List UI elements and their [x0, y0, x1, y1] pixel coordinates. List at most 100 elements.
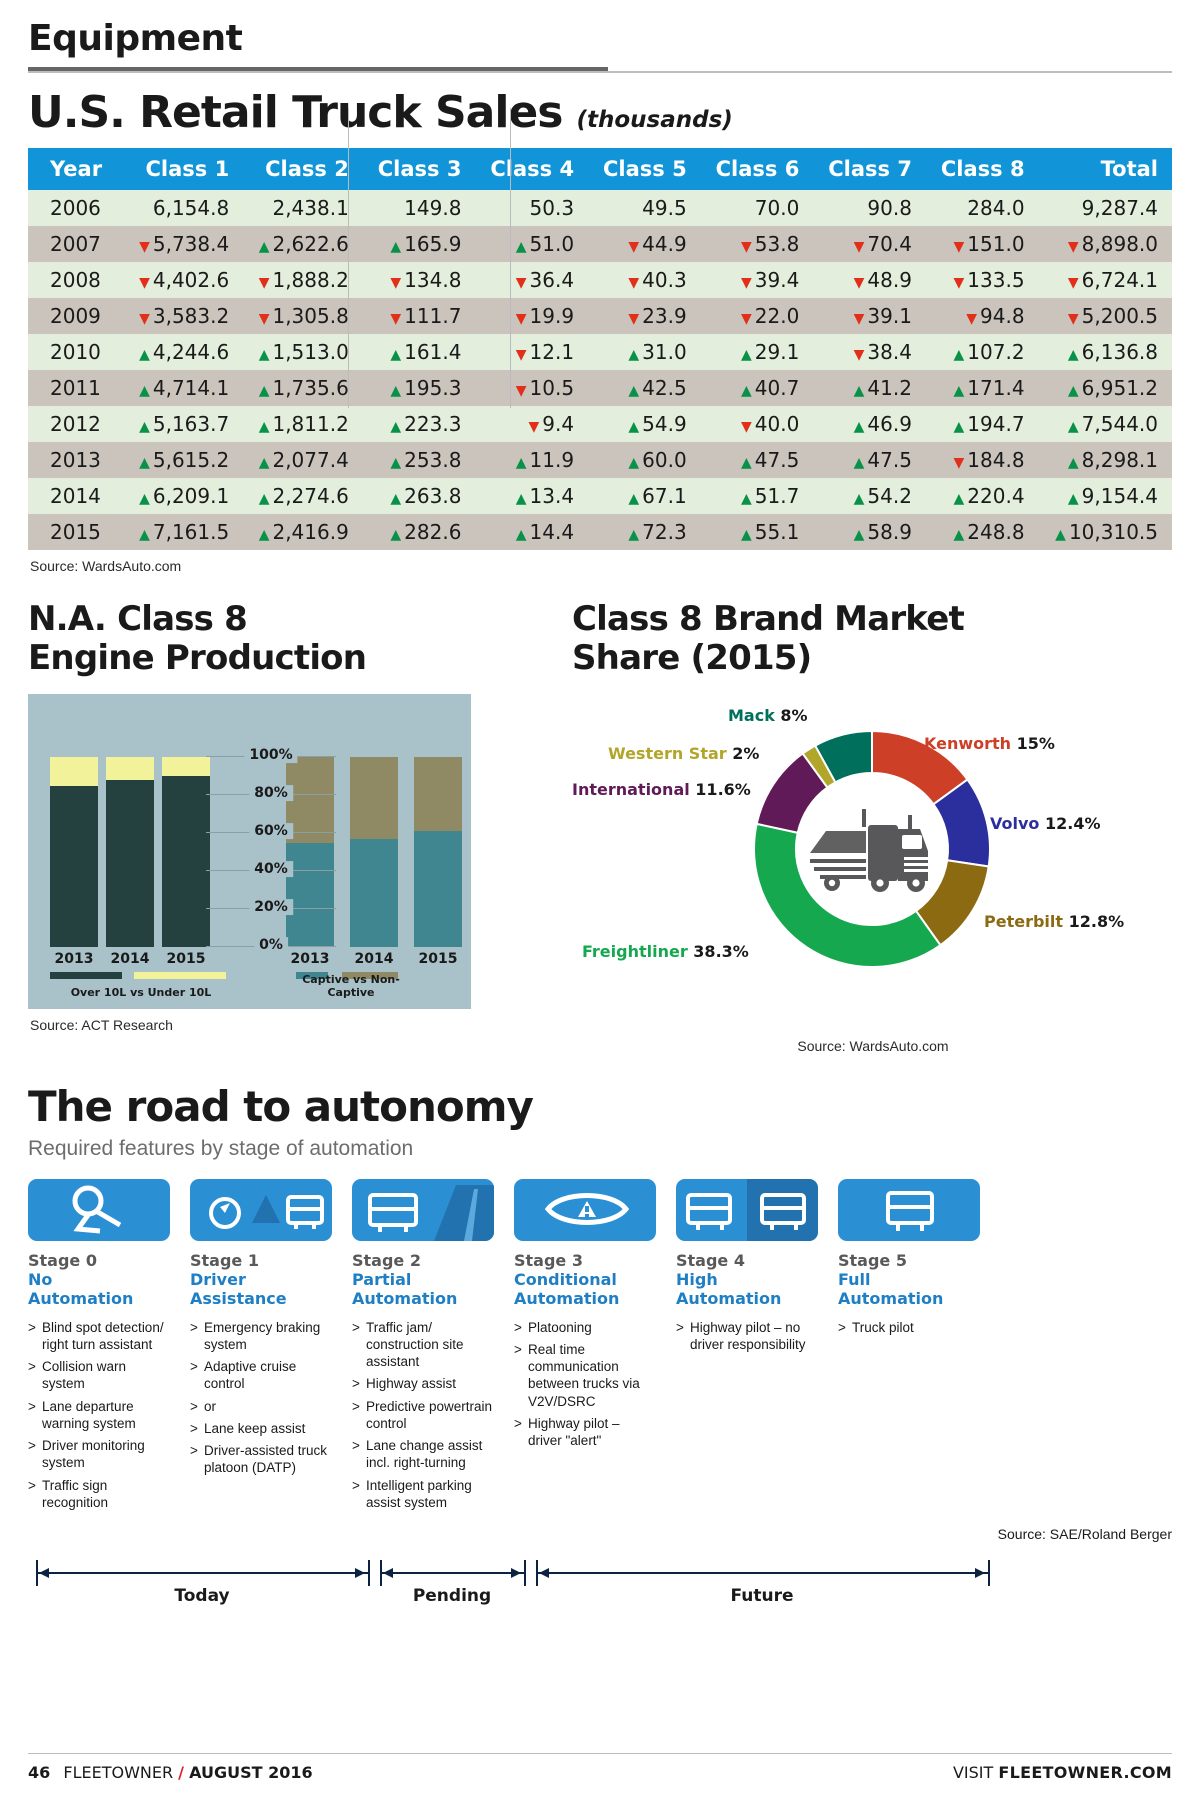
brand-share-donut [753, 730, 991, 969]
cell-value: ▲ 4,244.6 [123, 334, 244, 370]
triangle-down-icon: ▼ [741, 311, 752, 327]
footer-right[interactable]: VISIT FLEETOWNER.COM [953, 1763, 1172, 1782]
engine-production-chart: 2013 2014 2015 2013 2014 2015 100% 80% 60% 40% 20… [28, 694, 471, 1010]
donut-slice-label: Volvo 12.4% [990, 814, 1101, 833]
slice-value: 15% [1016, 734, 1055, 754]
cell-value: ▲ 9,154.4 [1038, 478, 1172, 514]
table-col-header: Class 7 [813, 148, 926, 190]
timeline-tick [368, 1560, 370, 1587]
table-row: 2010 ▲ 4,244.6 ▲ 1,513.0 ▲ 161.4 ▼ 12.1 ▲ 31.0 ▲ 29.… [28, 334, 1172, 370]
cell-value: ▲ 58.9 [813, 514, 926, 550]
legend-caption-left: Over 10L vs Under 10L [70, 986, 212, 1000]
stage-number: Stage 0 [28, 1251, 97, 1271]
triangle-up-icon: ▲ [390, 239, 402, 255]
table-col-header: Class 1 [123, 148, 244, 190]
visit-prefix: VISIT [952, 1763, 999, 1782]
cell-value: ▲ 6,209.1 [123, 478, 244, 514]
cell-value: ▲ 6,136.8 [1038, 334, 1172, 370]
engine-source: Source: ACT Research [30, 1017, 173, 1034]
cell-value: ▲ 55.1 [700, 514, 814, 550]
cell-value: ▲ 42.5 [588, 370, 701, 406]
triangle-down-icon: ▼ [853, 239, 865, 255]
triangle-up-icon: ▲ [741, 455, 752, 471]
list-item: Emergency braking system [190, 1319, 332, 1354]
automation-timeline: Today Pending Future [28, 1556, 1172, 1620]
bar-x-label: 2014 [354, 951, 394, 968]
stage-number: Stage 2 [352, 1251, 421, 1271]
cell-value: ▼ 151.0 [925, 226, 1039, 262]
cell-value: ▼ 40.0 [700, 406, 814, 442]
cell-value: ▼ 5,200.5 [1038, 298, 1172, 334]
triangle-up-icon: ▲ [953, 419, 965, 435]
stage-number: Stage 5 [838, 1251, 907, 1271]
cell-value: ▲ 161.4 [362, 334, 476, 370]
triangle-up-icon: ▲ [139, 527, 150, 543]
slice-name: Freightliner [582, 942, 694, 962]
triangle-up-icon: ▲ [258, 491, 270, 507]
table-row: 2009 ▼ 3,583.2 ▼ 1,305.8 ▼ 111.7 ▼ 19.9 ▼ 23.9 ▼ 22.… [28, 298, 1172, 334]
bar-segment [350, 838, 398, 948]
stage-name-line: Automation [514, 1289, 620, 1309]
cell-value: ▲ 41.2 [813, 370, 926, 406]
stage-name-line: Driver [190, 1270, 246, 1290]
cell-year: 2012 [28, 406, 124, 442]
list-item: or [190, 1398, 332, 1416]
triangle-up-icon: ▲ [741, 347, 752, 363]
cell-value: ▲49.5 [588, 190, 701, 226]
bar-segment [414, 831, 462, 948]
cell-year: 2010 [28, 334, 124, 370]
stage-feature-list: Blind spot detection/ right turn assista… [28, 1319, 170, 1512]
triangle-up-icon: ▲ [628, 347, 640, 363]
axis-gridline: 0% [206, 937, 336, 954]
brand-source: Source: WardsAuto.com [797, 1038, 949, 1055]
timeline-tick [380, 1560, 382, 1587]
single-truck-icon [838, 1179, 980, 1242]
timeline-segment [536, 1572, 988, 1575]
visit-brand[interactable]: FLEETOWNER.COM [998, 1763, 1172, 1782]
cell-value: ▼ 10.5 [475, 370, 589, 406]
stacked-bar [106, 757, 154, 948]
cell-value: ▲ 2,077.4 [243, 442, 363, 478]
cell-value: ▲ 1,513.0 [243, 334, 363, 370]
cell-value: ▼ 38.4 [813, 334, 926, 370]
table-row: 2012 ▲ 5,163.7 ▲ 1,811.2 ▲ 223.3 ▼ 9.4 ▲ 54.9 ▼ 40.0… [28, 406, 1172, 442]
triangle-up-icon: ▲ [515, 527, 527, 543]
legend-swatch-under10l [134, 972, 226, 980]
stacked-bar [50, 757, 98, 948]
triangle-up-icon: ▲ [139, 455, 150, 471]
list-item: Highway pilot – driver "alert" [514, 1415, 656, 1450]
cell-value: ▲ 165.9 [362, 226, 476, 262]
cell-value: ▲ 2,622.6 [243, 226, 363, 262]
donut-slice-label: Kenworth 15% [924, 734, 1055, 753]
donut-slice [813, 730, 873, 784]
axis-gridline: 40% [206, 861, 336, 878]
axis-tick-label: 80% [249, 785, 293, 802]
triangle-down-icon: ▼ [741, 239, 752, 255]
cell-value: ▼ 36.4 [475, 262, 589, 298]
bar-segment [350, 757, 398, 839]
table-row: 2013 ▲ 5,615.2 ▲ 2,077.4 ▲ 253.8 ▲ 11.9 ▲ 60.0 ▲ 47.… [28, 442, 1172, 478]
list-item: Adaptive cruise control [190, 1358, 332, 1393]
stage-name-line: Partial [352, 1270, 412, 1290]
cell-value: ▲ 223.3 [362, 406, 476, 442]
stage-feature-list: Truck pilot [838, 1319, 980, 1337]
list-item: Traffic sign recognition [28, 1477, 170, 1512]
triangle-down-icon: ▼ [953, 455, 965, 471]
stage-name-line: Automation [838, 1289, 944, 1309]
list-item: Highway pilot – no driver responsibility [676, 1319, 818, 1354]
table-col-header: Total [1038, 148, 1172, 190]
cell-value: ▼ 53.8 [700, 226, 814, 262]
road-source: Source: SAE/Roland Berger [997, 1526, 1172, 1543]
engine-production-title: N.A. Class 8 Engine Production [28, 599, 532, 678]
triangle-up-icon: ▲ [741, 491, 752, 507]
axis-tick-label: 40% [249, 861, 293, 878]
mirror-alert-icon [514, 1179, 656, 1242]
